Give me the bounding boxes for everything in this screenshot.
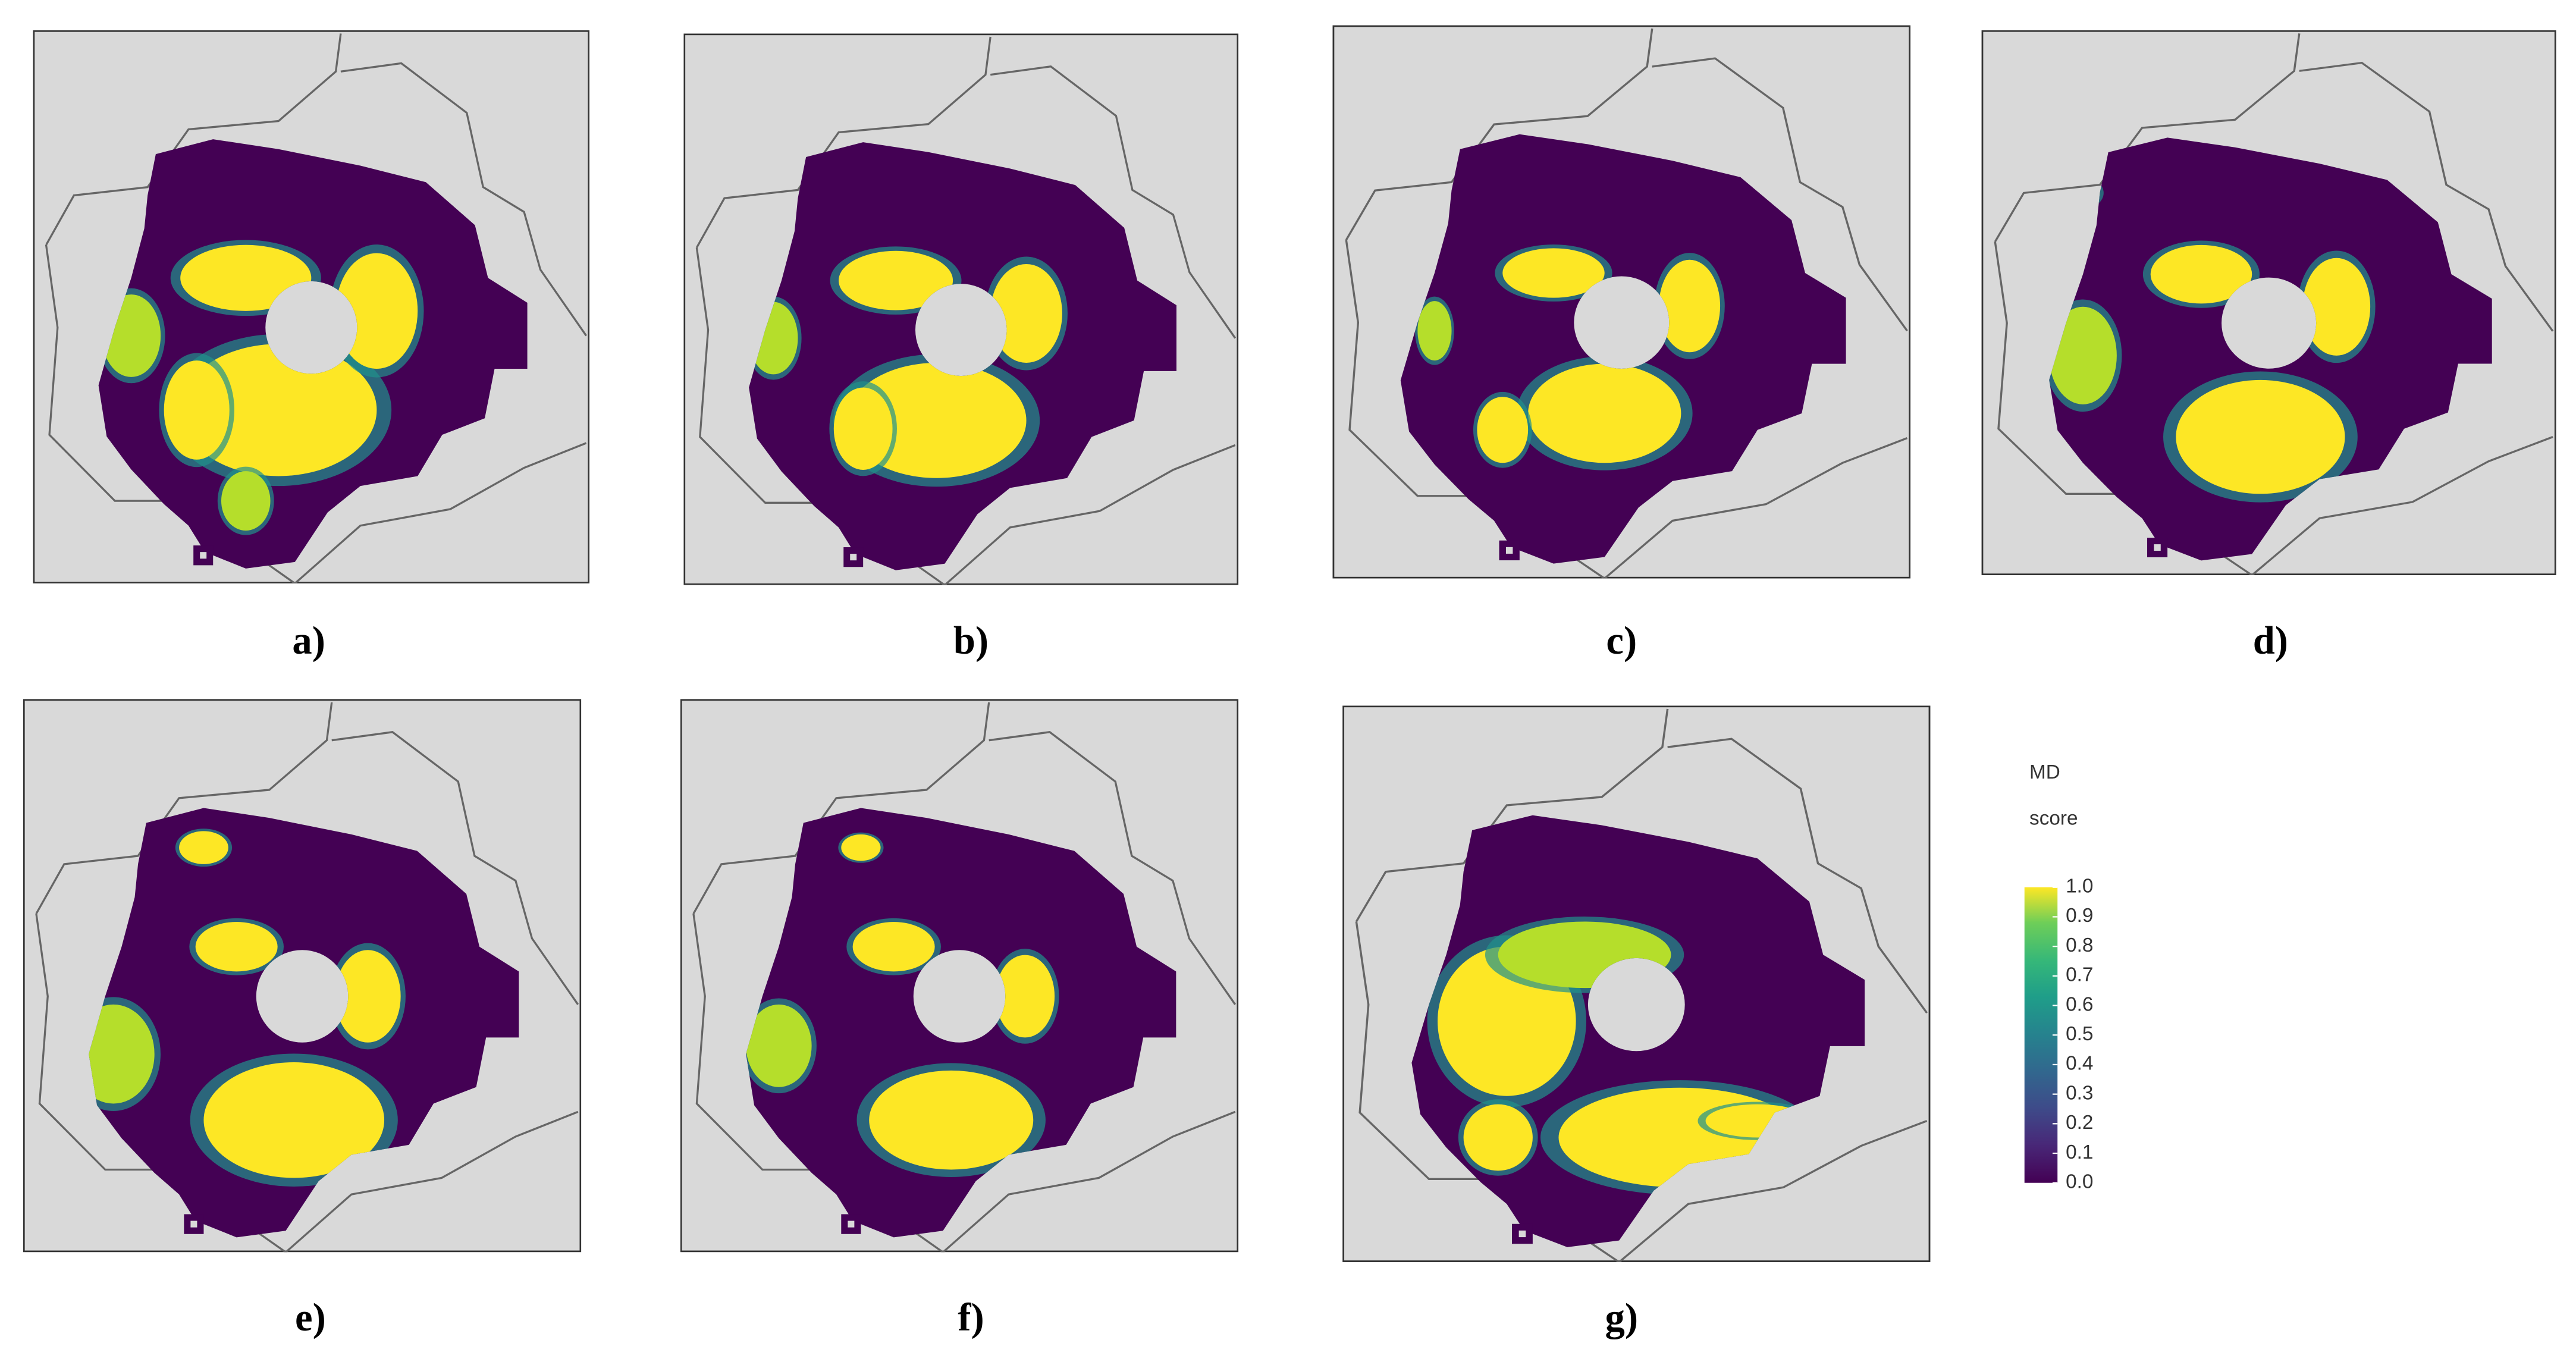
colorbar-tick-label: 0.7 — [2066, 964, 2093, 986]
high-score-area — [195, 922, 278, 972]
high-score-area — [1463, 1104, 1533, 1171]
panel-label: g) — [1605, 1296, 1639, 1339]
high-score-area — [1659, 259, 1721, 353]
high-score-area — [164, 360, 230, 460]
high-score-area — [2049, 306, 2117, 404]
high-score-area — [1528, 363, 1681, 463]
colorbar — [2024, 887, 2058, 1183]
high-score-area — [2302, 258, 2371, 356]
high-score-area — [221, 471, 271, 531]
high-score-area — [2176, 379, 2345, 494]
high-score-area — [746, 1004, 812, 1087]
panel-label: e) — [295, 1296, 326, 1339]
high-score-area — [179, 831, 228, 864]
colorbar-tick-label: 0.5 — [2066, 1023, 2093, 1045]
score-patches — [1415, 244, 1725, 470]
map-panel — [1332, 25, 1911, 579]
high-score-area — [203, 1062, 385, 1178]
high-score-area — [1477, 397, 1529, 463]
score-patches — [2049, 174, 2376, 503]
legend-title: score — [2029, 808, 2078, 830]
basemap — [1332, 25, 1911, 579]
colorbar-tick-label: 0.8 — [2066, 934, 2093, 956]
colorbar-tick-label: 0.0 — [2066, 1171, 2093, 1193]
high-score-area — [833, 387, 893, 470]
high-score-area — [1417, 301, 1452, 361]
panel-label: b) — [953, 619, 989, 663]
high-score-area — [869, 1070, 1034, 1170]
legend: MD score 0.0 0.1 0.2 0.3 0.4 0.5 0.6 0.7 0.8 0.9 1.0 — [2024, 761, 2093, 1193]
high-score-area — [995, 955, 1055, 1038]
colorbar-tick-label: 0.9 — [2066, 905, 2093, 927]
colorbar-tick-label: 0.1 — [2066, 1141, 2093, 1163]
legend-title: MD — [2029, 761, 2060, 783]
colorbar-tick-label: 0.6 — [2066, 993, 2093, 1015]
basemap — [683, 33, 1239, 585]
map-panel — [1981, 30, 2556, 576]
high-score-area — [335, 950, 401, 1043]
high-score-area — [990, 263, 1062, 363]
colorbar-tick-label: 0.2 — [2066, 1112, 2093, 1134]
panels: a) b) c) d) e) f) g) — [23, 25, 2556, 1339]
basemap — [33, 30, 590, 583]
colorbar-tick-label: 0.3 — [2066, 1082, 2093, 1104]
map-panel — [1342, 705, 1931, 1262]
map-panel — [33, 30, 590, 583]
score-patches — [1427, 917, 1819, 1195]
score-patches — [89, 829, 406, 1187]
high-score-area — [180, 244, 312, 311]
high-score-area — [839, 250, 953, 310]
score-patches — [749, 246, 1068, 487]
map-panel — [683, 33, 1239, 585]
high-score-area — [1502, 248, 1605, 298]
colorbar-tick-label: 1.0 — [2066, 876, 2093, 898]
map-panel — [680, 699, 1239, 1253]
high-score-area — [2150, 244, 2252, 304]
panel-label: f) — [958, 1296, 984, 1339]
colorbar-tick-label: 0.4 — [2066, 1053, 2093, 1075]
panel-label: d) — [2253, 619, 2288, 663]
high-score-area — [180, 344, 377, 476]
high-score-area — [841, 834, 881, 861]
map-panel — [23, 699, 582, 1253]
high-score-area — [335, 253, 418, 369]
score-patches — [746, 832, 1059, 1177]
high-score-area — [852, 922, 935, 972]
panel-label: a) — [292, 619, 325, 663]
panel-label: c) — [1606, 619, 1637, 663]
